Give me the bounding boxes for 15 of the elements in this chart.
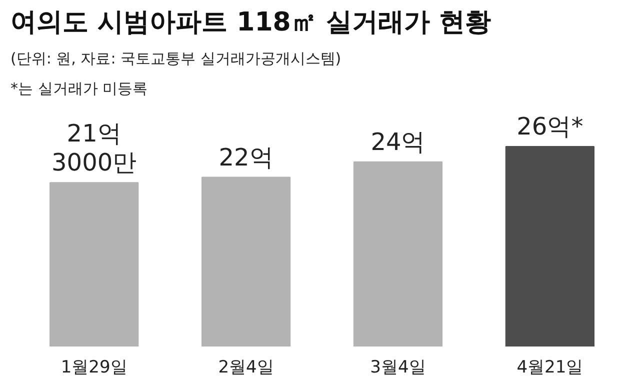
chart-title: 여의도 시범아파트 118㎡ 실거래가 현황	[10, 8, 491, 38]
data-label: 21억 3000만	[52, 119, 137, 177]
x-tick-label: 3월4일	[370, 358, 426, 378]
x-tick-label: 2월4일	[218, 358, 274, 378]
data-label: 24억	[370, 128, 426, 156]
bar	[201, 176, 291, 346]
data-label: 26억*	[516, 112, 584, 140]
bar	[353, 161, 443, 346]
chart-subtitle: (단위: 원, 자료: 국토교통부 실거래가공개시스템)	[10, 50, 342, 68]
data-label: 22억	[218, 143, 274, 172]
x-tick-label: 1월29일	[60, 358, 128, 378]
x-tick-label: 4월21일	[516, 358, 584, 378]
bar	[50, 182, 139, 346]
bar	[505, 146, 594, 346]
text: *는 실거래가 미등록	[10, 80, 148, 98]
